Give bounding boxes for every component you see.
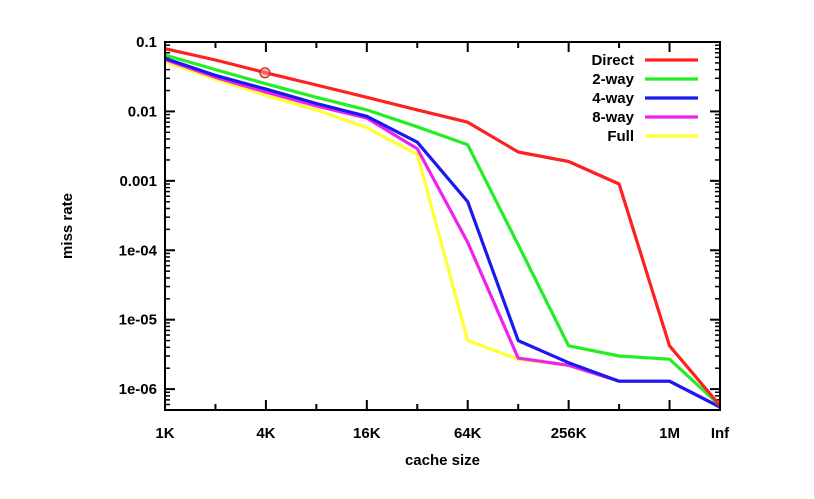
series-line-8-way	[164, 57, 721, 409]
x-tick-label: 64K	[454, 425, 482, 442]
y-tick-label: 0.01	[128, 103, 157, 120]
ticks-layer	[164, 41, 721, 411]
plot-frame	[164, 41, 721, 411]
x-axis-title: cache size	[405, 452, 480, 469]
legend-label: 8-way	[592, 109, 634, 126]
y-tick-label: 1e-06	[119, 381, 157, 398]
x-tick-label: 4K	[256, 425, 275, 442]
y-axis-title: miss rate	[59, 193, 76, 259]
legend-label: 2-way	[592, 71, 634, 88]
series-line-4-way	[164, 56, 721, 409]
y-tick-label: 0.001	[119, 173, 157, 190]
legend-label: 4-way	[592, 90, 634, 107]
legend-label: Direct	[591, 52, 634, 69]
series-line-direct	[164, 47, 722, 407]
y-tick-label: 1e-05	[119, 312, 157, 329]
y-tick-label: 0.1	[136, 34, 157, 51]
x-tick-label: 16K	[353, 425, 381, 442]
series-line-full	[164, 60, 721, 409]
legend-label: Full	[607, 128, 634, 145]
x-tick-label: 1K	[155, 425, 174, 442]
series-layer	[164, 47, 722, 409]
y-tick-label: 1e-04	[119, 242, 158, 259]
legend: Direct 2-way 4-way 8-way Full	[591, 52, 698, 145]
series-line-2-way	[164, 53, 722, 407]
tick-labels-layer: 0.1 0.01 0.001 1e-04 1e-05 1e-06 1K 4K 16K 64K 256…	[119, 34, 731, 442]
highlight-marker	[259, 67, 271, 79]
x-tick-label: Inf	[711, 425, 730, 442]
x-tick-label: 256K	[551, 425, 587, 442]
x-tick-label: 1M	[659, 425, 680, 442]
